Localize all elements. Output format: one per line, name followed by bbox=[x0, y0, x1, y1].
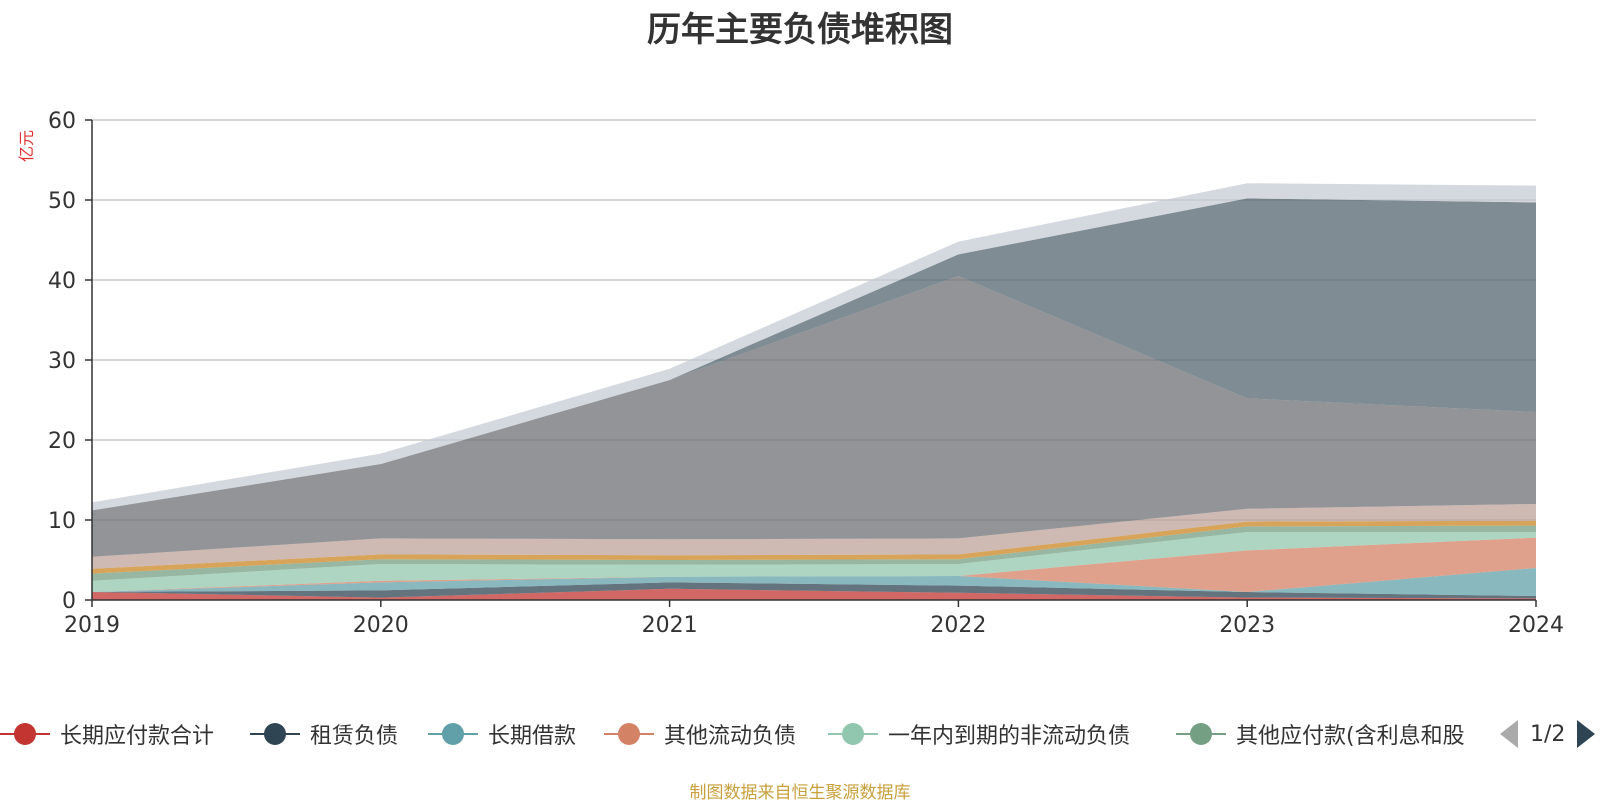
y-tick-label: 40 bbox=[48, 269, 76, 294]
legend-label: 其他流动负债 bbox=[664, 724, 797, 749]
x-tick-label: 2023 bbox=[1219, 613, 1275, 638]
legend-prev-page-button[interactable] bbox=[1500, 720, 1518, 748]
stacked-area-chart: 0 10 20 30 40 50 60 2019 2020 2021 2022 2023 2024 亿元 bbox=[17, 109, 1564, 638]
y-axis-label: 亿元 bbox=[17, 130, 36, 162]
legend-marker-icon bbox=[1176, 716, 1226, 752]
y-tick-label: 10 bbox=[48, 509, 76, 534]
legend-label: 一年内到期的非流动负债 bbox=[888, 724, 1131, 749]
y-tick-label: 20 bbox=[48, 429, 76, 454]
legend-item-4[interactable]: 其他流动负债 bbox=[604, 716, 796, 752]
legend-item-2[interactable]: 租赁负债 bbox=[250, 716, 398, 752]
axes: 0 10 20 30 40 50 60 2019 2020 2021 2022 2023 2024 bbox=[48, 109, 1564, 638]
legend-marker-icon bbox=[428, 716, 478, 752]
y-tick-label: 0 bbox=[62, 589, 76, 614]
y-tick-label: 30 bbox=[48, 349, 76, 374]
x-tick-label: 2021 bbox=[642, 613, 698, 638]
legend-pager: 1/2 bbox=[1500, 716, 1596, 752]
area-series-6[interactable] bbox=[92, 525, 1536, 581]
legend-marker-icon bbox=[828, 716, 878, 752]
legend-next-page-button[interactable] bbox=[1577, 720, 1596, 748]
area-series-2[interactable] bbox=[92, 582, 1536, 599]
area-series-1[interactable] bbox=[92, 588, 1536, 600]
area-series-7[interactable] bbox=[92, 520, 1536, 574]
legend-item-6[interactable]: 其他应付款(含利息和股 bbox=[1176, 716, 1465, 752]
area-series-9[interactable] bbox=[92, 276, 1536, 557]
x-tick-label: 2022 bbox=[930, 613, 986, 638]
y-tick-label: 50 bbox=[48, 189, 76, 214]
legend-label: 长期借款 bbox=[488, 724, 577, 749]
area-series-3[interactable] bbox=[92, 568, 1536, 596]
legend-marker-icon bbox=[604, 716, 654, 752]
area-series-10[interactable] bbox=[92, 198, 1536, 511]
legend-item-1[interactable]: 长期应付款合计 bbox=[0, 716, 214, 752]
legend-page-indicator: 1/2 bbox=[1530, 721, 1566, 747]
area-series-layer bbox=[92, 183, 1536, 600]
legend-label: 长期应付款合计 bbox=[60, 724, 215, 749]
legend-item-3[interactable]: 长期借款 bbox=[428, 716, 576, 752]
data-source-note: 制图数据来自恒生聚源数据库 bbox=[689, 783, 911, 803]
chart-title: 历年主要负债堆积图 bbox=[647, 10, 953, 50]
legend-label: 其他应付款(含利息和股 bbox=[1236, 724, 1465, 749]
x-tick-label: 2020 bbox=[353, 613, 409, 638]
y-tick-label: 60 bbox=[48, 109, 76, 134]
area-series-8[interactable] bbox=[92, 504, 1536, 569]
area-series-4[interactable] bbox=[92, 537, 1536, 592]
chart-legend: 长期应付款合计 租赁负债 长期借款 其他流动负债 一年内到期的非流动负债 其他应付款(含利… bbox=[0, 716, 1600, 752]
x-tick-label: 2019 bbox=[64, 613, 120, 638]
area-series-5[interactable] bbox=[92, 532, 1536, 592]
x-tick-label: 2024 bbox=[1508, 613, 1564, 638]
legend-marker-icon bbox=[0, 716, 50, 752]
legend-item-5[interactable]: 一年内到期的非流动负债 bbox=[828, 716, 1130, 752]
legend-label: 租赁负债 bbox=[310, 724, 399, 749]
legend-marker-icon bbox=[250, 716, 300, 752]
